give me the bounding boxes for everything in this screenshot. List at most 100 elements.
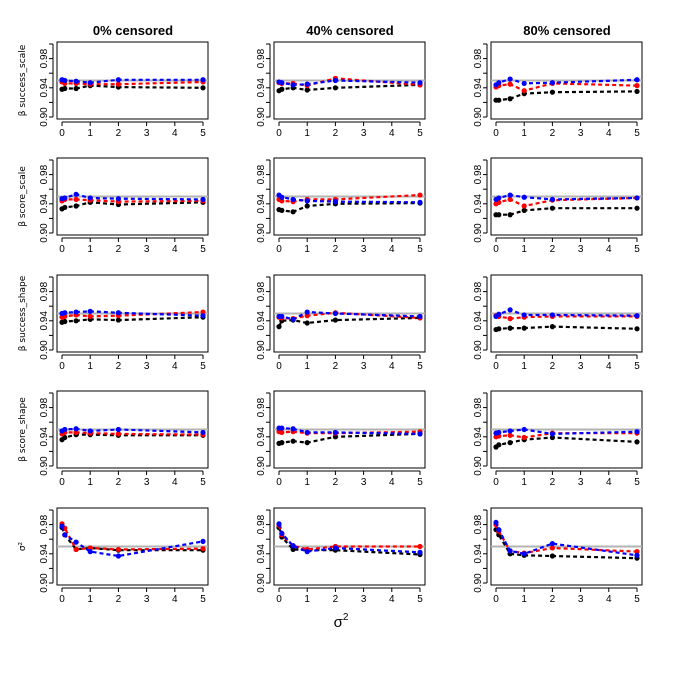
x-tick-label: 0 — [276, 477, 282, 488]
series-point-2 — [73, 78, 79, 84]
series-point-2 — [549, 80, 556, 86]
series-point-2 — [507, 307, 513, 313]
series-point-1 — [521, 434, 527, 441]
series-point-2 — [496, 195, 502, 201]
series-point-1 — [279, 198, 285, 204]
x-tick-label: 5 — [417, 361, 423, 372]
series-point-2 — [417, 199, 423, 205]
y-tick-label: 0.90 — [256, 573, 267, 593]
x-tick-label: 0 — [59, 477, 65, 488]
x-tick-label: 5 — [634, 128, 640, 139]
series-point-1 — [279, 429, 285, 436]
x-tick-label: 5 — [200, 477, 206, 488]
series-point-2 — [87, 549, 93, 555]
x-tick-label: 2 — [333, 244, 339, 255]
series-point-1 — [304, 313, 310, 319]
x-tick-label: 2 — [550, 361, 556, 372]
series-point-2 — [493, 519, 499, 526]
x-tick-label: 4 — [389, 477, 395, 488]
series-point-0 — [549, 89, 556, 95]
column-title-1: 40% censored — [306, 23, 393, 38]
series-point-2 — [200, 429, 206, 436]
x-tick-label: 1 — [87, 361, 93, 372]
x-tick-label: 3 — [578, 594, 584, 605]
series-point-0 — [290, 438, 296, 444]
series-point-2 — [115, 310, 121, 316]
series-line-0 — [495, 436, 638, 448]
panel-r2-c2: 0 1 2 3 4 5 0.90 0.94 0.98 — [473, 274, 643, 372]
series-point-2 — [549, 196, 556, 203]
series-point-2 — [59, 523, 65, 529]
series-point-2 — [304, 198, 310, 204]
series-line-2 — [60, 525, 204, 558]
series-point-2 — [290, 316, 296, 322]
y-tick-label: 0.94 — [473, 544, 484, 564]
series-point-0 — [73, 203, 79, 209]
x-tick-label: 0 — [276, 361, 282, 372]
panel-r4-c0: 0 1 2 3 4 5 0.90 0.94 0.98 σ² — [18, 507, 209, 605]
series-point-1 — [115, 81, 121, 87]
series-point-2 — [634, 195, 640, 201]
series-point-2 — [279, 530, 285, 536]
x-tick-label: 2 — [550, 594, 556, 605]
y-tick-label: 0.90 — [256, 223, 267, 243]
y-tick-label: 0.90 — [473, 107, 484, 127]
x-tick-label: 3 — [144, 128, 150, 139]
series-point-2 — [279, 313, 285, 320]
series-line-0 — [61, 316, 204, 324]
series-point-0 — [62, 434, 68, 441]
series-point-0 — [304, 87, 310, 93]
series-point-0 — [496, 442, 502, 448]
series-point-2 — [507, 428, 513, 434]
series-point-2 — [200, 538, 206, 544]
series-point-2 — [549, 312, 556, 318]
series-point-2 — [332, 199, 338, 205]
panel-r4-c1: 0 1 2 3 4 5 0.90 0.94 0.98 — [256, 507, 426, 605]
series-point-2 — [290, 543, 296, 549]
panel-r0-c1: 0 1 2 3 4 5 0.90 0.94 0.98 — [256, 41, 426, 139]
series-point-0 — [304, 203, 310, 209]
panel-r3-c2: 0 1 2 3 4 5 0.90 0.94 0.98 — [473, 390, 643, 488]
series-point-1 — [521, 88, 527, 94]
series-point-0 — [549, 553, 556, 559]
series-point-2 — [62, 77, 68, 84]
series-point-0 — [73, 318, 79, 324]
x-tick-label: 4 — [389, 361, 395, 372]
y-tick-label: 0.94 — [39, 194, 50, 214]
series-point-2 — [496, 311, 502, 317]
series-point-2 — [417, 313, 423, 320]
x-tick-label: 2 — [116, 361, 122, 372]
series-point-0 — [200, 85, 206, 91]
x-tick-label: 1 — [87, 244, 93, 255]
series-point-2 — [115, 426, 121, 433]
panel-r0-c2: 0 1 2 3 4 5 0.90 0.94 0.98 — [473, 41, 643, 139]
series-point-1 — [634, 83, 640, 89]
panel-r1-c2: 0 1 2 3 4 5 0.90 0.94 0.98 — [473, 157, 643, 255]
y-tick-label: 0.94 — [39, 78, 50, 98]
y-tick-label: 0.98 — [256, 514, 267, 534]
series-point-1 — [87, 313, 93, 320]
series-point-1 — [87, 545, 93, 551]
series-point-0 — [521, 207, 527, 213]
x-tick-label: 5 — [417, 594, 423, 605]
y-tick-label: 0.98 — [256, 281, 267, 301]
x-tick-label: 1 — [304, 594, 310, 605]
x-tick-label: 3 — [361, 594, 367, 605]
series-point-2 — [507, 192, 513, 198]
y-tick-label: 0.90 — [473, 573, 484, 593]
x-tick-label: 2 — [116, 594, 122, 605]
x-tick-label: 3 — [144, 244, 150, 255]
series-point-2 — [115, 77, 121, 83]
y-tick-label: 0.98 — [39, 48, 50, 68]
y-tick-label: 0.94 — [39, 427, 50, 447]
y-tick-label: 0.90 — [39, 107, 50, 127]
series-point-2 — [521, 80, 527, 87]
series-line-0 — [61, 84, 204, 91]
x-tick-label: 5 — [417, 477, 423, 488]
x-tick-label: 3 — [144, 477, 150, 488]
x-tick-label: 0 — [276, 128, 282, 139]
y-tick-label: 0.98 — [473, 48, 484, 68]
series-line-0 — [278, 432, 421, 445]
series-point-2 — [521, 194, 527, 200]
series-point-2 — [73, 426, 79, 432]
